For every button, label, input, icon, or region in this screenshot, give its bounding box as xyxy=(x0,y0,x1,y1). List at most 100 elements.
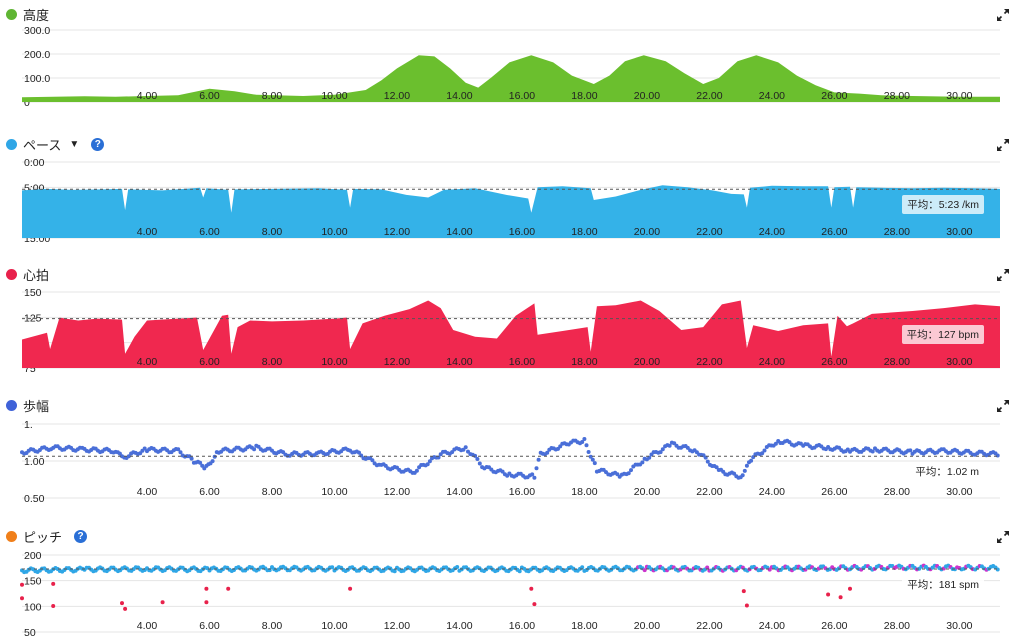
x-tick-label: 18.00 xyxy=(571,356,597,368)
outlier-point xyxy=(20,596,24,601)
x-tick-label: 28.00 xyxy=(884,486,910,498)
outlier-point xyxy=(204,586,209,591)
outlier-point xyxy=(532,602,537,607)
cadence-chart: 200 150 100 50 4.00 6.00 8.00 10.00 12.00 14.00 16… xyxy=(20,550,1000,636)
pace-chart: 0:005:0010:0015:004.006.008.0010.0012.00… xyxy=(22,157,1000,242)
data-point xyxy=(642,568,647,573)
x-tick-label: 24.00 xyxy=(759,226,785,238)
x-tick-label: 4.00 xyxy=(137,226,158,238)
y-tick-label: 125 xyxy=(24,312,42,324)
altitude-area xyxy=(22,55,1000,102)
data-point xyxy=(615,472,620,477)
heartrate-chart: 150125100754.006.008.0010.0012.0014.0016… xyxy=(22,287,1000,372)
outlier-point xyxy=(741,589,746,594)
chevron-down-icon[interactable]: ▼ xyxy=(69,138,80,150)
x-tick-label: 6.00 xyxy=(199,486,220,498)
pace-area xyxy=(22,185,1000,238)
y-tick-label: 1. xyxy=(24,419,33,431)
x-tick-label: 6.00 xyxy=(199,226,220,238)
data-point xyxy=(126,454,131,459)
x-tick-label: 18.00 xyxy=(571,90,597,102)
heartrate-average-label: 平均：127 bpm xyxy=(901,324,984,344)
data-point xyxy=(330,565,335,570)
outlier-point xyxy=(826,592,831,597)
data-point xyxy=(760,451,765,456)
data-point xyxy=(714,465,719,470)
data-point xyxy=(178,450,183,455)
x-tick-label: 18.00 xyxy=(571,486,597,498)
altitude-chart: 300.0200.0100.004.006.008.0010.0012.0014… xyxy=(22,25,1000,106)
x-tick-label: 26.00 xyxy=(821,90,847,102)
expand-icon[interactable] xyxy=(996,138,1010,152)
stride-title: 歩幅 xyxy=(23,398,50,414)
data-point xyxy=(590,457,595,462)
heartrate-panel: 心拍150125100754.006.008.0010.0012.0014.00… xyxy=(0,264,1024,372)
x-tick-label: 8.00 xyxy=(262,356,283,368)
x-tick-label: 6.00 xyxy=(199,620,220,632)
outlier-point xyxy=(204,600,209,605)
outlier-point xyxy=(226,586,231,591)
x-tick-label: 16.00 xyxy=(509,90,535,102)
data-point xyxy=(629,468,633,473)
data-point xyxy=(425,462,430,467)
x-tick-label: 14.00 xyxy=(446,356,472,368)
x-tick-label: 12.00 xyxy=(384,356,410,368)
data-point xyxy=(586,450,591,454)
cadence-title: ピッチ xyxy=(23,529,63,545)
x-tick-label: 30.00 xyxy=(946,226,972,238)
data-point xyxy=(414,468,419,473)
expand-icon[interactable] xyxy=(996,530,1010,544)
altitude-panel: 高度300.0200.0100.004.006.008.0010.0012.00… xyxy=(0,4,1024,106)
outlier-point xyxy=(51,581,56,586)
x-tick-label: 16.00 xyxy=(509,486,535,498)
x-tick-label: 10.00 xyxy=(321,356,347,368)
data-point xyxy=(640,460,645,465)
altitude-header: 高度 xyxy=(6,4,49,24)
x-tick-label: 30.00 xyxy=(946,486,972,498)
expand-icon[interactable] xyxy=(996,399,1010,413)
pace-header: ペース ▼? xyxy=(6,134,105,154)
data-point xyxy=(658,450,663,455)
data-point xyxy=(580,440,585,444)
x-tick-label: 22.00 xyxy=(696,90,722,102)
cadence-legend-dot xyxy=(6,530,17,542)
x-tick-label: 10.00 xyxy=(321,226,347,238)
expand-icon[interactable] xyxy=(996,8,1010,22)
x-tick-label: 30.00 xyxy=(946,356,972,368)
x-tick-label: 26.00 xyxy=(821,356,847,368)
x-tick-label: 16.00 xyxy=(509,620,535,632)
outlier-point xyxy=(51,604,56,608)
x-tick-label: 22.00 xyxy=(696,620,722,632)
data-point xyxy=(532,475,537,480)
help-icon[interactable]: ? xyxy=(91,137,105,151)
expand-icon[interactable] xyxy=(996,268,1010,282)
x-tick-label: 28.00 xyxy=(884,90,910,102)
y-tick-label: 1.00 xyxy=(24,456,45,468)
outlier-point xyxy=(744,603,749,608)
data-point xyxy=(545,450,550,455)
x-tick-label: 16.00 xyxy=(509,356,535,368)
cadence-header: ピッチ? xyxy=(6,526,88,546)
heartrate-area xyxy=(22,300,1000,368)
x-tick-label: 20.00 xyxy=(634,226,660,238)
help-icon[interactable]: ? xyxy=(74,529,88,543)
x-tick-label: 14.00 xyxy=(446,620,472,632)
data-point xyxy=(198,460,203,465)
x-tick-label: 20.00 xyxy=(634,486,660,498)
outlier-point xyxy=(120,601,124,606)
data-point xyxy=(749,458,754,463)
data-point xyxy=(252,447,257,452)
x-tick-label: 4.00 xyxy=(137,620,158,632)
x-tick-label: 28.00 xyxy=(884,356,910,368)
y-tick-label: 150 xyxy=(24,576,42,588)
data-point xyxy=(584,443,589,448)
data-point xyxy=(357,450,361,455)
x-tick-label: 14.00 xyxy=(446,90,472,102)
y-tick-label: 0:00 xyxy=(24,157,45,169)
x-tick-label: 8.00 xyxy=(262,90,283,102)
x-tick-label: 10.00 xyxy=(321,620,347,632)
pace-title: ペース xyxy=(23,137,62,153)
y-tick-label: 0.50 xyxy=(24,493,45,502)
data-point xyxy=(210,459,215,464)
